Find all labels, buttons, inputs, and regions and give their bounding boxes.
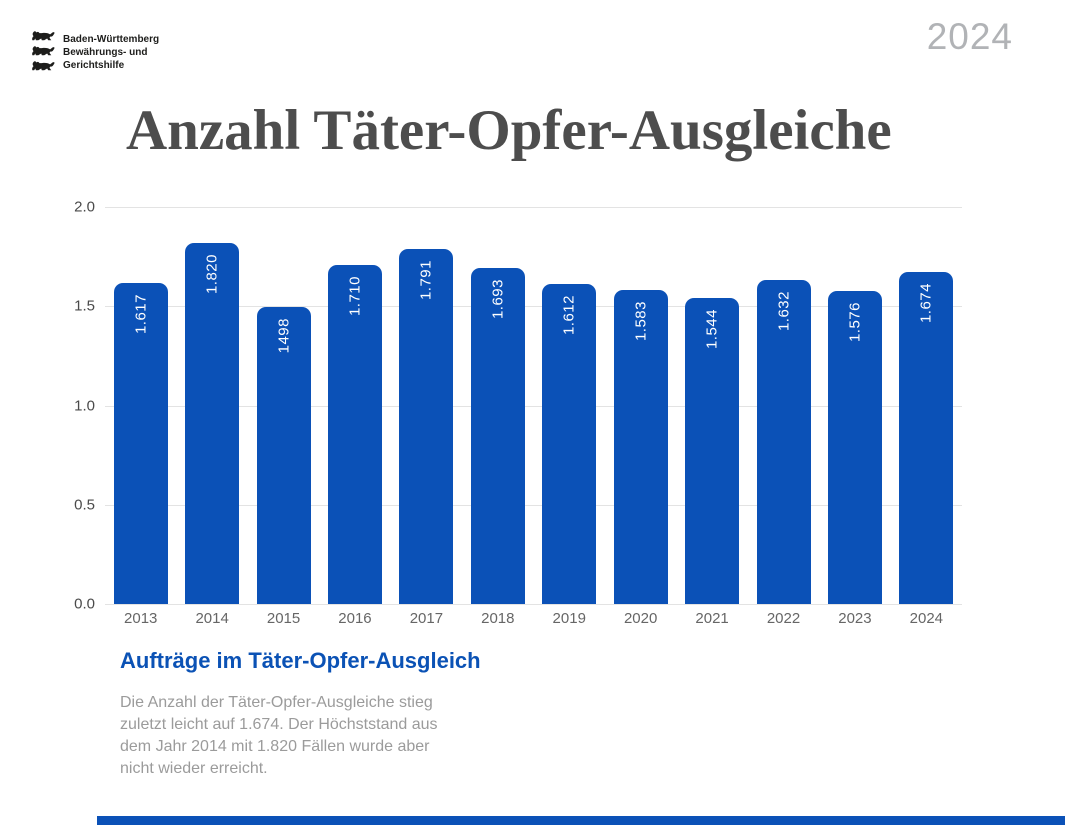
x-axis-tick-label: 2023 (838, 610, 872, 627)
lion-icon (32, 31, 55, 41)
x-axis: 2013 2014 2015 2016 2017 2018 2019 2020 2021 2022… (105, 610, 962, 627)
bar-2014: 1.820 (185, 242, 240, 604)
bar-2017: 1.791 (399, 248, 454, 604)
x-axis-tick-label: 2015 (266, 610, 301, 627)
y-axis-tick-label: 0.5 (74, 496, 95, 514)
bar-slot: 1.791 (391, 207, 462, 604)
y-axis-tick-label: 1.5 (74, 297, 95, 315)
gridline (105, 405, 962, 407)
bar-slot: 1.632 (748, 207, 819, 604)
bar-value-label: 1.791 (417, 259, 435, 300)
bar-slot: 1.674 (891, 207, 962, 604)
bar-value-label: 1.632 (775, 291, 792, 332)
bar-slot: 1.693 (462, 207, 533, 604)
bar-slot: 1.612 (534, 207, 605, 604)
bar-2024: 1.674 (899, 271, 954, 604)
x-axis-tick-label: 2013 (124, 610, 158, 627)
chart-description: Die Anzahl der Täter-Opfer-Ausgleiche st… (120, 692, 438, 780)
three-lions-icon (30, 29, 56, 72)
y-axis-tick-label: 0.0 (74, 595, 95, 613)
description-line: zuletzt leicht auf 1.674. Der Höchststan… (120, 716, 438, 733)
bar-slot: 1.576 (819, 207, 890, 604)
x-axis-tick-label: 2020 (623, 610, 658, 627)
org-name-line: Bewährungs- und (63, 47, 148, 58)
bar-2013: 1.617 (113, 283, 168, 604)
gridline (105, 306, 962, 308)
x-axis-tick-label: 2021 (695, 610, 729, 627)
x-axis-tick-label: 2014 (195, 610, 229, 627)
page-title: Anzahl Täter-Opfer-Ausgleiche (126, 99, 892, 162)
bar-value-label: 1.576 (846, 302, 864, 343)
bar-2019: 1.612 (542, 284, 597, 604)
bar-value-label: 1498 (275, 317, 293, 353)
x-axis-tick-label: 2017 (409, 610, 444, 627)
bar-value-label: 1.693 (489, 278, 507, 319)
org-name: Baden-Württemberg Bewährungs- und Gerich… (63, 29, 159, 72)
gridline (105, 207, 962, 208)
bar-slot: 1.710 (319, 207, 390, 604)
description-line: Die Anzahl der Täter-Opfer-Ausgleiche st… (120, 694, 433, 711)
lion-icon (32, 61, 55, 71)
chart-subtitle: Aufträge im Täter-Opfer-Ausgleich (120, 648, 481, 673)
bar-slot: 1.617 (105, 207, 176, 604)
org-name-line: Baden-Württemberg (63, 34, 160, 45)
bar-value-label: 1.612 (560, 295, 578, 336)
bar-value-label: 1.583 (632, 300, 650, 341)
x-axis-tick-label: 2022 (766, 610, 801, 627)
bar-2023: 1.576 (827, 291, 882, 604)
report-year: 2024 (926, 16, 1013, 57)
bar-value-label: 1.674 (917, 282, 935, 323)
bar-2016: 1.710 (327, 264, 382, 604)
lion-icon (32, 46, 55, 56)
bars-row: 1.617 1.820 1498 1.710 1.791 1.693 1.612 1.583 1… (105, 207, 962, 604)
bar-value-label: 1.544 (703, 308, 721, 349)
bar-slot: 1.583 (605, 207, 676, 604)
y-axis-tick-label: 1.0 (74, 397, 95, 414)
y-axis: 2.0 1.5 1.0 0.5 0.0 (0, 199, 97, 613)
x-axis-tick-label: 2016 (338, 610, 372, 627)
y-axis-tick-label: 2.0 (74, 198, 95, 216)
accent-bar (97, 816, 1065, 825)
bar-value-label: 1.820 (203, 253, 221, 294)
plot-area: 1.617 1.820 1498 1.710 1.791 1.693 1.612 1.583 1… (105, 207, 962, 605)
org-name-line: Gerichtshilfe (63, 60, 125, 71)
org-logo: Baden-Württemberg Bewährungs- und Gerich… (30, 29, 159, 72)
bar-value-label: 1.710 (346, 275, 364, 316)
bar-slot: 1.544 (676, 207, 747, 604)
gridline (105, 604, 962, 605)
x-axis-tick-label: 2024 (909, 610, 944, 627)
x-axis-tick-label: 2019 (552, 610, 586, 627)
description-line: nicht wieder erreicht. (120, 760, 268, 777)
bar-2022: 1.632 (756, 280, 811, 604)
bar-2021: 1.544 (685, 297, 740, 604)
gridline (105, 504, 962, 506)
bar-slot: 1498 (248, 207, 319, 604)
description-line: dem Jahr 2014 mit 1.820 Fällen wurde abe… (120, 738, 430, 755)
bar-2020: 1.583 (613, 289, 668, 604)
bar-value-label: 1.617 (132, 294, 150, 335)
bar-2015: 1498 (256, 306, 311, 604)
x-axis-tick-label: 2018 (481, 610, 515, 627)
bar-slot: 1.820 (176, 207, 247, 604)
bar-2018: 1.693 (470, 267, 525, 604)
